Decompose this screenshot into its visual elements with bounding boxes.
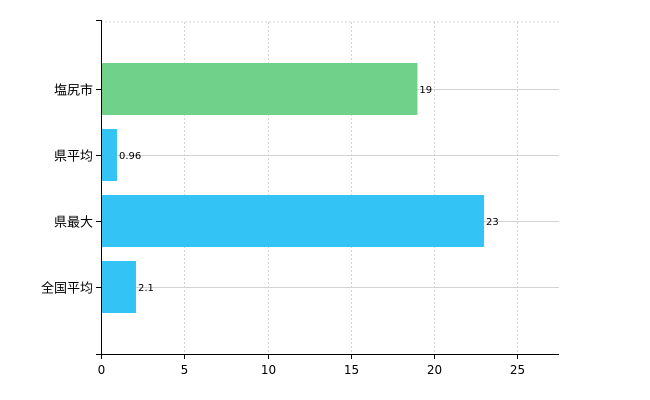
- bar-3: [102, 261, 136, 313]
- y-category-label: 県平均: [54, 150, 93, 165]
- data-label: 2.1: [138, 283, 154, 294]
- x-tick-label: 0: [98, 363, 106, 377]
- x-tick-label: 25: [510, 363, 525, 377]
- bar-0: [102, 63, 418, 115]
- y-category-label: 塩尻市: [54, 83, 93, 99]
- x-tick-label: 20: [427, 363, 442, 377]
- data-label: 19: [419, 85, 432, 96]
- x-tick-label: 10: [261, 363, 276, 377]
- bars: [102, 63, 485, 313]
- axes: [96, 20, 559, 359]
- y-category-label: 県最大: [54, 216, 93, 231]
- bar-1: [102, 129, 117, 181]
- y-category-label: 全国平均: [41, 281, 93, 297]
- bar-2: [102, 195, 485, 247]
- data-label: 0.96: [119, 151, 141, 162]
- x-tick-label: 5: [181, 363, 189, 377]
- data-label: 23: [486, 217, 499, 228]
- x-tick-label: 15: [344, 363, 359, 377]
